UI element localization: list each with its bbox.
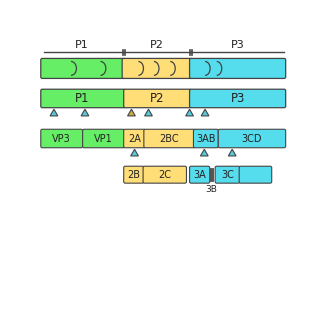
Text: P3: P3 bbox=[231, 40, 244, 50]
FancyBboxPatch shape bbox=[189, 89, 286, 108]
Text: P2: P2 bbox=[150, 40, 164, 50]
Polygon shape bbox=[128, 109, 135, 116]
Text: P2: P2 bbox=[150, 92, 164, 105]
FancyBboxPatch shape bbox=[41, 89, 125, 108]
FancyBboxPatch shape bbox=[41, 129, 83, 148]
Text: 2B: 2B bbox=[127, 170, 140, 180]
Text: VP1: VP1 bbox=[94, 133, 113, 143]
Polygon shape bbox=[228, 149, 236, 156]
Polygon shape bbox=[131, 149, 139, 156]
FancyBboxPatch shape bbox=[143, 166, 187, 183]
Text: 3AB: 3AB bbox=[196, 133, 216, 143]
Text: P1: P1 bbox=[75, 40, 89, 50]
FancyBboxPatch shape bbox=[189, 166, 210, 183]
Text: 3A: 3A bbox=[193, 170, 206, 180]
Polygon shape bbox=[201, 109, 209, 116]
FancyBboxPatch shape bbox=[194, 129, 218, 148]
FancyBboxPatch shape bbox=[124, 129, 145, 148]
FancyBboxPatch shape bbox=[189, 59, 286, 78]
Text: 3B: 3B bbox=[206, 185, 218, 194]
FancyBboxPatch shape bbox=[124, 166, 144, 183]
Text: VP3: VP3 bbox=[52, 133, 71, 143]
FancyBboxPatch shape bbox=[83, 129, 124, 148]
Polygon shape bbox=[81, 109, 89, 116]
FancyBboxPatch shape bbox=[122, 59, 193, 78]
FancyBboxPatch shape bbox=[144, 129, 195, 148]
Text: P1: P1 bbox=[76, 92, 90, 105]
Text: 3C: 3C bbox=[221, 170, 234, 180]
Text: 2BC: 2BC bbox=[160, 133, 179, 143]
Polygon shape bbox=[50, 109, 58, 116]
Text: 2A: 2A bbox=[128, 133, 141, 143]
FancyBboxPatch shape bbox=[41, 59, 125, 78]
Text: 3CD: 3CD bbox=[242, 133, 262, 143]
FancyBboxPatch shape bbox=[218, 129, 286, 148]
FancyBboxPatch shape bbox=[239, 166, 272, 183]
Polygon shape bbox=[200, 149, 208, 156]
Polygon shape bbox=[186, 109, 194, 116]
Text: P3: P3 bbox=[230, 92, 245, 105]
FancyBboxPatch shape bbox=[215, 166, 240, 183]
FancyBboxPatch shape bbox=[124, 89, 191, 108]
Text: 2C: 2C bbox=[158, 170, 171, 180]
Polygon shape bbox=[145, 109, 152, 116]
